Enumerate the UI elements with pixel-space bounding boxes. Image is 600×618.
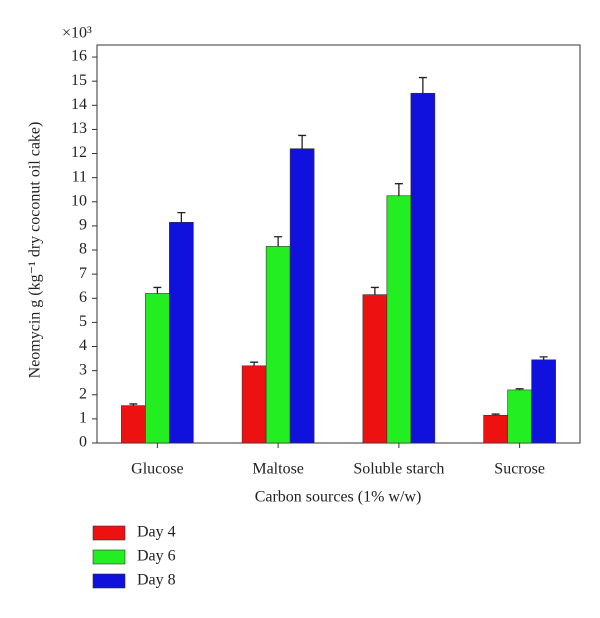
x-tick-label: Soluble starch [353,461,444,478]
y-tick-label: 12 [71,144,87,161]
error-bar [418,76,427,94]
y-tick-label: 11 [72,168,87,185]
bar [531,359,556,444]
y-tick-label: 5 [79,313,87,330]
y-tick-label: 9 [79,217,87,234]
bar [265,246,291,444]
error-bar [394,183,403,196]
y-tick-label: 3 [79,361,87,378]
plot-frame [96,44,581,444]
bar [386,195,412,444]
y-tick-label: 10 [71,192,87,209]
error-bar [274,236,283,247]
legend-label: Day 6 [137,548,176,565]
error-bar [129,403,138,406]
error-bar [153,286,162,294]
bar [145,293,170,444]
bar [507,389,532,444]
y-tick-label: 14 [71,96,87,113]
error-bar [515,388,524,390]
bar [483,414,508,444]
y-tick-label: 15 [71,72,87,89]
y-tick-label: 0 [79,434,87,451]
y-tick-label: 4 [79,337,87,354]
bar [169,221,194,444]
y-multiplier: ×10³ [62,25,92,42]
bar [241,365,267,444]
bar [289,148,315,444]
y-tick-label: 2 [79,385,87,402]
error-bar [370,286,379,295]
y-tick-label: 6 [79,289,87,306]
error-bar [177,211,186,223]
legend-label: Day 8 [137,572,176,589]
y-tick-label: 7 [79,265,87,282]
bar [121,405,146,444]
error-bar [298,134,307,149]
bar [410,92,436,444]
error-bar [491,413,500,416]
legend-swatch [92,573,126,589]
error-bar [250,361,259,366]
y-tick-label: 1 [79,410,87,427]
legend-swatch [92,525,126,541]
x-tick-label: Glucose [131,461,183,478]
legend-swatch [92,549,126,565]
x-axis-label: Carbon sources (1% w/w) [255,489,422,506]
y-tick-label: 13 [71,120,87,137]
x-tick-label: Sucrose [494,461,545,478]
error-bar [539,356,548,360]
bar [362,294,388,444]
x-tick-label: Maltose [252,461,304,478]
y-tick-label: 16 [71,48,87,65]
legend-label: Day 4 [137,524,176,541]
y-axis-label: Neomycin g (kg⁻¹ dry coconut oil cake) [27,122,44,379]
y-tick-label: 8 [79,241,87,258]
